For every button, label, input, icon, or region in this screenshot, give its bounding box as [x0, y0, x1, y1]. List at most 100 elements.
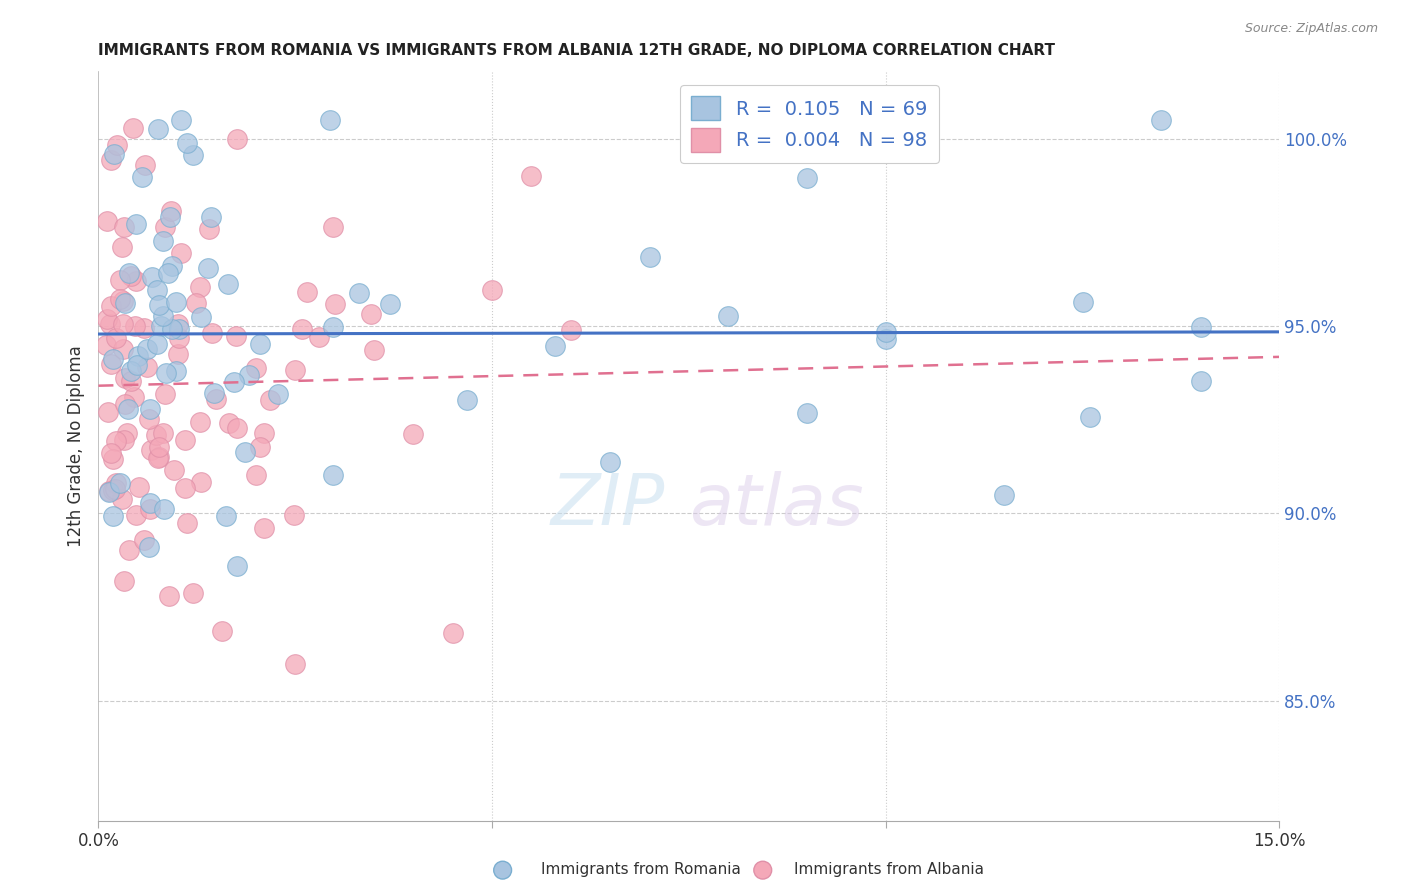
Point	[152, 234, 174, 248]
Point	[125, 274, 148, 288]
Point	[173, 481, 195, 495]
Point	[160, 322, 183, 336]
Point	[197, 261, 219, 276]
Point	[156, 266, 179, 280]
Point	[1189, 374, 1212, 388]
Point	[226, 132, 249, 146]
Point	[190, 310, 212, 325]
Point	[218, 417, 240, 431]
Point	[225, 328, 247, 343]
Point	[284, 657, 307, 671]
Point	[360, 307, 382, 321]
Point	[146, 451, 169, 466]
Point	[112, 318, 135, 332]
Point	[176, 516, 198, 530]
Point	[96, 214, 118, 228]
Text: atlas: atlas	[689, 472, 863, 541]
Point	[560, 323, 582, 337]
Point	[131, 169, 153, 184]
Point	[111, 240, 134, 254]
Point	[139, 501, 162, 516]
Point	[308, 330, 330, 344]
Point	[211, 624, 233, 639]
Point	[378, 297, 401, 311]
Point	[112, 574, 135, 588]
Point	[200, 211, 222, 225]
Point	[112, 343, 135, 357]
Point	[138, 540, 160, 554]
Point	[875, 332, 897, 346]
Point	[167, 317, 190, 331]
Point	[148, 440, 170, 454]
Point	[291, 322, 314, 336]
Point	[238, 368, 260, 382]
Point	[993, 488, 1015, 502]
Point	[96, 312, 118, 326]
Point	[190, 280, 212, 294]
Point	[402, 427, 425, 442]
Point	[125, 358, 148, 372]
Point	[146, 122, 169, 136]
Point	[103, 508, 125, 523]
Point	[322, 219, 344, 234]
Point	[717, 310, 740, 324]
Point	[105, 331, 128, 345]
Point	[104, 434, 127, 449]
Point	[125, 508, 148, 522]
Point	[148, 450, 170, 464]
Point	[167, 347, 190, 361]
Point	[110, 292, 132, 306]
Point	[155, 366, 177, 380]
Point	[245, 467, 267, 482]
Point	[139, 496, 162, 510]
Point	[122, 120, 145, 135]
Point	[97, 484, 120, 499]
Point	[225, 421, 247, 435]
Point	[139, 401, 162, 416]
Point	[322, 320, 344, 334]
Point	[441, 626, 464, 640]
Point	[134, 158, 156, 172]
Point	[103, 483, 125, 497]
Point	[201, 326, 224, 340]
Point	[104, 476, 127, 491]
Point	[222, 375, 245, 389]
Point	[139, 442, 162, 457]
Point	[136, 359, 159, 374]
Point	[96, 338, 118, 352]
Point	[186, 296, 208, 310]
Text: ZIP: ZIP	[551, 472, 665, 541]
Point	[138, 412, 160, 426]
Point	[100, 153, 122, 167]
Point	[146, 336, 169, 351]
Point	[136, 342, 159, 356]
Point	[115, 425, 138, 440]
Point	[347, 285, 370, 300]
Point	[253, 521, 276, 535]
Point	[1071, 295, 1094, 310]
Point	[108, 273, 131, 287]
Point	[153, 387, 176, 401]
Point	[319, 113, 342, 128]
Point	[1080, 409, 1102, 424]
Point	[114, 295, 136, 310]
Point	[128, 480, 150, 494]
Point	[267, 387, 290, 401]
Point	[253, 425, 276, 440]
Point	[101, 452, 124, 467]
Point	[120, 268, 142, 283]
Point	[112, 433, 135, 447]
Point	[188, 415, 211, 429]
Point	[127, 349, 149, 363]
Point	[796, 171, 818, 186]
Point	[103, 147, 125, 161]
Point	[112, 293, 135, 308]
Text: IMMIGRANTS FROM ROMANIA VS IMMIGRANTS FROM ALBANIA 12TH GRADE, NO DIPLOMA CORREL: IMMIGRANTS FROM ROMANIA VS IMMIGRANTS FR…	[98, 43, 1056, 58]
Point	[111, 492, 134, 507]
Point	[170, 245, 193, 260]
Point	[322, 467, 344, 482]
Point	[100, 358, 122, 372]
Point	[117, 542, 139, 557]
Point	[169, 330, 191, 344]
Point	[215, 509, 238, 524]
